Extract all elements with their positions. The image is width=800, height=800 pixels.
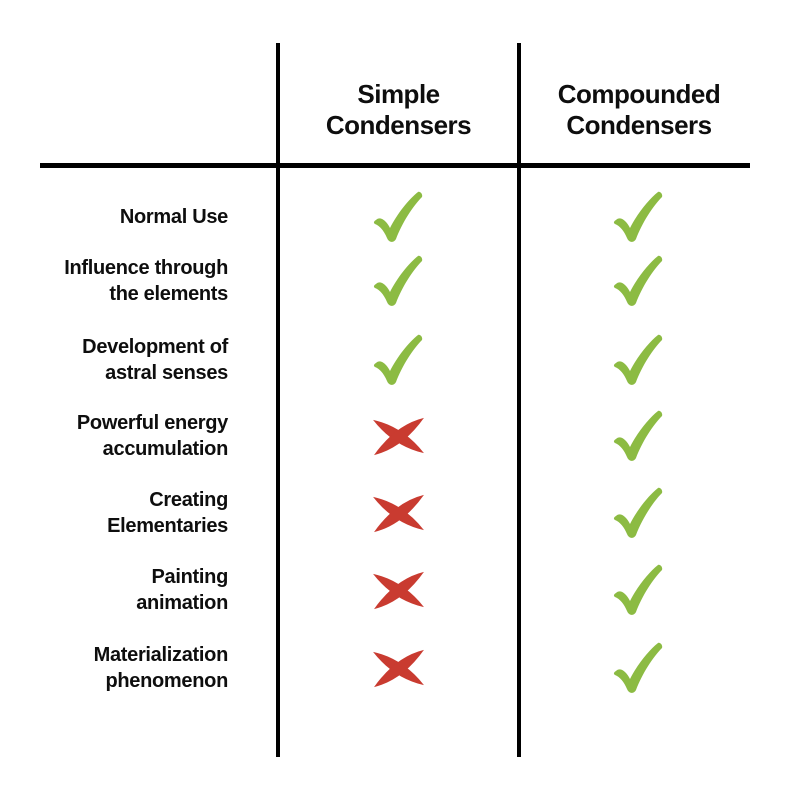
table-row: Influence through the elements (0, 242, 800, 320)
table-row: Materialization phenomenon (0, 629, 800, 707)
row-label-line: Normal Use (119, 206, 228, 228)
cross-icon (370, 567, 427, 614)
table-row: Creating Elementaries (0, 474, 800, 552)
row-label: Development of astral senses (0, 321, 228, 399)
row-label-line: Painting (151, 566, 229, 588)
check-icon (371, 333, 427, 387)
table-row: Powerful energy accumulation (0, 397, 800, 475)
row-label-line: astral senses (105, 362, 228, 384)
column-header-simple-condensers: Simple Condensers (280, 79, 517, 141)
row-label-line: accumulation (102, 438, 229, 460)
check-icon (611, 641, 667, 695)
check-icon (611, 333, 667, 387)
cell-simple-condensers (280, 397, 517, 475)
row-label-line: phenomenon (105, 670, 228, 692)
check-icon (611, 254, 667, 308)
check-icon (611, 190, 667, 244)
cell-simple-condensers (280, 474, 517, 552)
cell-compounded-condensers (521, 474, 757, 552)
cell-compounded-condensers (521, 551, 757, 629)
row-label: Powerful energy accumulation (0, 397, 228, 475)
check-icon (611, 409, 667, 463)
cell-simple-condensers (280, 629, 517, 707)
table-row: Painting animation (0, 551, 800, 629)
check-icon (371, 254, 427, 308)
column-header-line: Simple (357, 79, 440, 109)
check-icon (371, 190, 427, 244)
cell-compounded-condensers (521, 178, 757, 256)
row-label-line: Elementaries (107, 515, 228, 537)
column-header-compounded-condensers: Compounded Condensers (521, 79, 757, 141)
cross-icon (370, 413, 427, 460)
cross-icon (370, 490, 427, 537)
cell-compounded-condensers (521, 629, 757, 707)
header-divider (40, 163, 750, 168)
column-divider-right (517, 43, 521, 757)
cross-icon (370, 645, 427, 692)
cell-simple-condensers (280, 242, 517, 320)
cell-simple-condensers (280, 551, 517, 629)
row-label: Creating Elementaries (0, 474, 228, 552)
table-row: Development of astral senses (0, 321, 800, 399)
cell-compounded-condensers (521, 321, 757, 399)
cell-compounded-condensers (521, 242, 757, 320)
column-divider-left (276, 43, 280, 757)
row-label-line: Development of (82, 336, 228, 358)
table-row: Normal Use (0, 178, 800, 256)
cell-simple-condensers (280, 178, 517, 256)
row-label-line: animation (136, 592, 228, 614)
row-label: Materialization phenomenon (0, 629, 229, 707)
cell-compounded-condensers (521, 397, 757, 475)
cell-simple-condensers (280, 321, 517, 399)
row-label: Influence through the elements (0, 242, 228, 320)
row-label-line: the elements (109, 283, 228, 305)
row-label-line: Influence through (64, 257, 228, 279)
column-header-line: Condensers (566, 110, 712, 140)
row-label-line: Materialization (93, 644, 229, 666)
column-header-line: Condensers (325, 110, 472, 140)
row-label: Normal Use (0, 178, 228, 256)
column-header-line: Compounded (557, 79, 721, 109)
check-icon (611, 563, 667, 617)
row-label: Painting animation (0, 551, 228, 629)
row-label-line: Powerful energy (76, 412, 228, 434)
check-icon (611, 486, 667, 540)
row-label-line: Creating (149, 489, 228, 511)
